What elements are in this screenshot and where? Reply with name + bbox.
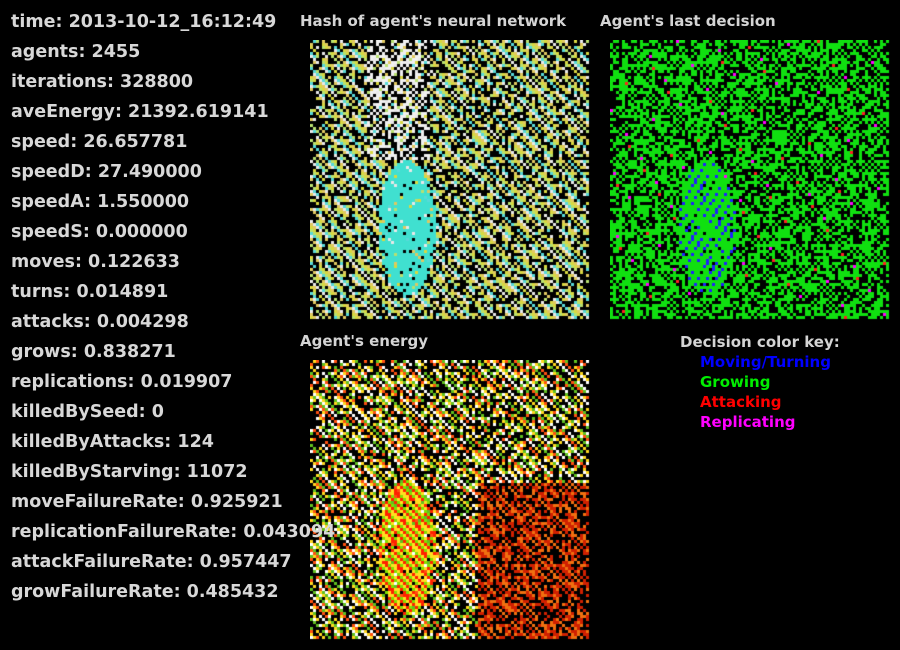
stat-separator: : bbox=[114, 102, 129, 122]
stat-speedS: speedS: 0.000000 bbox=[11, 220, 335, 250]
stat-separator: : bbox=[83, 312, 97, 332]
stat-separator: : bbox=[230, 522, 244, 542]
stat-killedByAttacks: killedByAttacks: 124 bbox=[11, 430, 335, 460]
stat-separator: : bbox=[127, 372, 141, 392]
decision-grid bbox=[610, 40, 890, 320]
energy-panel-title: Agent's energy bbox=[300, 332, 429, 350]
stat-separator: : bbox=[78, 42, 92, 62]
decision-grid-canvas bbox=[610, 40, 890, 320]
stat-moves: moves: 0.122633 bbox=[11, 250, 335, 280]
stat-value: 0.925921 bbox=[190, 492, 283, 512]
hash-grid-canvas bbox=[310, 40, 590, 320]
stat-label: time bbox=[11, 12, 56, 32]
stat-label: agents bbox=[11, 42, 79, 62]
stat-value: 0.122633 bbox=[88, 252, 180, 272]
stat-iterations: iterations: 328800 bbox=[11, 70, 335, 100]
stat-value: 2013-10-12_16:12:49 bbox=[68, 12, 277, 32]
stat-separator: : bbox=[70, 132, 84, 152]
stat-label: speedA bbox=[11, 192, 85, 212]
stat-killedBySeed: killedBySeed: 0 bbox=[11, 400, 335, 430]
stat-value: 1.550000 bbox=[97, 192, 190, 212]
stat-value: 0 bbox=[151, 402, 164, 422]
stat-separator: : bbox=[84, 162, 98, 182]
stat-speedD: speedD: 27.490000 bbox=[11, 160, 335, 190]
stat-attacks: attacks: 0.004298 bbox=[11, 310, 335, 340]
stat-value: 26.657781 bbox=[83, 132, 188, 152]
stat-grows: grows: 0.838271 bbox=[11, 340, 335, 370]
stat-label: killedBySeed bbox=[11, 402, 139, 422]
stat-label: grows bbox=[11, 342, 71, 362]
stat-value: 0.019907 bbox=[140, 372, 233, 392]
hash-grid bbox=[310, 40, 590, 320]
stat-separator: : bbox=[173, 582, 187, 602]
stat-separator: : bbox=[173, 462, 187, 482]
stat-value: 2455 bbox=[91, 42, 141, 62]
energy-grid bbox=[310, 360, 590, 640]
stats-panel: time: 2013-10-12_16:12:49 agents: 2455 ite… bbox=[11, 10, 335, 610]
stat-label: killedByStarving bbox=[11, 462, 174, 482]
stat-killedByStarving: killedByStarving: 11072 bbox=[11, 460, 335, 490]
stat-label: turns bbox=[11, 282, 64, 302]
stat-separator: : bbox=[177, 492, 191, 512]
stat-value: 0.014891 bbox=[76, 282, 169, 302]
hash-panel-title: Hash of agent's neural network bbox=[300, 12, 567, 30]
stat-separator: : bbox=[186, 552, 200, 572]
stat-replicationFailureRate: replicationFailureRate: 0.043094 bbox=[11, 520, 335, 550]
stat-replications: replications: 0.019907 bbox=[11, 370, 335, 400]
decision-key-list: Moving/Turning Growing Attacking Replicatin… bbox=[700, 352, 831, 432]
stat-value: 328800 bbox=[120, 72, 194, 92]
stat-separator: : bbox=[63, 282, 77, 302]
stat-attackFailureRate: attackFailureRate: 0.957447 bbox=[11, 550, 335, 580]
stat-label: aveEnergy bbox=[11, 102, 115, 122]
stat-value: 21392.619141 bbox=[128, 102, 269, 122]
stat-agents: agents: 2455 bbox=[11, 40, 335, 70]
stat-separator: : bbox=[70, 342, 84, 362]
stat-label: attacks bbox=[11, 312, 84, 332]
stat-value: 0.004298 bbox=[96, 312, 189, 332]
decision-key-attacking: Attacking bbox=[700, 393, 782, 411]
stat-value: 11072 bbox=[186, 462, 248, 482]
stat-growFailureRate: growFailureRate: 0.485432 bbox=[11, 580, 335, 610]
stat-aveEnergy: aveEnergy: 21392.619141 bbox=[11, 100, 335, 130]
stat-label: replicationFailureRate bbox=[11, 522, 231, 542]
decision-key-growing: Growing bbox=[700, 373, 771, 391]
stat-separator: : bbox=[74, 252, 89, 272]
decision-key-replicating: Replicating bbox=[700, 413, 796, 431]
stat-label: growFailureRate bbox=[11, 582, 174, 602]
stat-label: killedByAttacks bbox=[11, 432, 165, 452]
energy-grid-canvas bbox=[310, 360, 590, 640]
stat-label: attackFailureRate bbox=[11, 552, 187, 572]
stat-separator: : bbox=[106, 72, 121, 92]
stat-separator: : bbox=[84, 192, 98, 212]
stat-value: 27.490000 bbox=[97, 162, 202, 182]
decision-panel-title: Agent's last decision bbox=[600, 12, 776, 30]
stat-value: 0.043094 bbox=[243, 522, 336, 542]
stat-moveFailureRate: moveFailureRate: 0.925921 bbox=[11, 490, 335, 520]
stat-separator: : bbox=[164, 432, 178, 452]
stat-label: speed bbox=[11, 132, 71, 152]
stat-speed: speed: 26.657781 bbox=[11, 130, 335, 160]
stat-value: 0.838271 bbox=[83, 342, 176, 362]
stat-label: moves bbox=[11, 252, 75, 272]
stat-label: moveFailureRate bbox=[11, 492, 178, 512]
stat-label: iterations bbox=[11, 72, 107, 92]
stat-value: 0.000000 bbox=[95, 222, 188, 242]
stat-time: time: 2013-10-12_16:12:49 bbox=[11, 10, 335, 40]
stat-label: speedS bbox=[11, 222, 83, 242]
stat-value: 0.485432 bbox=[186, 582, 279, 602]
decision-key-title: Decision color key: bbox=[680, 333, 840, 351]
stat-label: replications bbox=[11, 372, 128, 392]
stat-speedA: speedA: 1.550000 bbox=[11, 190, 335, 220]
stat-label: speedD bbox=[11, 162, 85, 182]
stat-separator: : bbox=[138, 402, 152, 422]
decision-key-moving-turning: Moving/Turning bbox=[700, 353, 831, 371]
stat-separator: : bbox=[82, 222, 96, 242]
stat-separator: : bbox=[55, 12, 69, 32]
stat-turns: turns: 0.014891 bbox=[11, 280, 335, 310]
stat-value: 124 bbox=[177, 432, 214, 452]
stat-value: 0.957447 bbox=[199, 552, 292, 572]
